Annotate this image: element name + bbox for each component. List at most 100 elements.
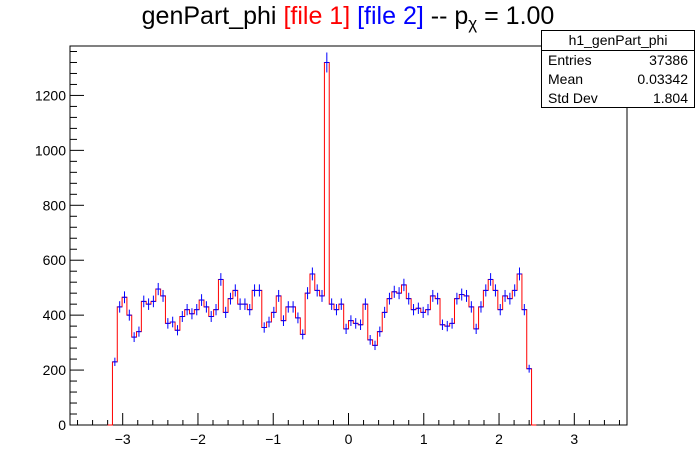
error-bar-file2 — [435, 292, 441, 305]
error-bar-file2 — [126, 309, 132, 321]
error-bar-file2 — [199, 294, 204, 306]
error-bar-file2 — [459, 288, 465, 301]
error-bar-file2 — [507, 292, 513, 305]
error-bar-file2 — [122, 291, 127, 304]
error-bar-file2 — [136, 326, 142, 337]
error-bar-file2 — [223, 306, 229, 318]
error-bar-file2 — [175, 325, 180, 336]
stats-row-mean: Mean 0.03342 — [542, 70, 694, 89]
error-bar-file2 — [387, 292, 392, 305]
error-bar-file2 — [242, 298, 248, 310]
error-bar-file2 — [160, 289, 166, 302]
stats-box: h1_genPart_phi Entries 37386 Mean 0.0334… — [541, 30, 695, 108]
error-bar-file2 — [401, 278, 407, 292]
stats-label: Entries — [548, 52, 592, 68]
error-bar-file2 — [314, 284, 320, 297]
error-bar-file2 — [521, 304, 527, 316]
x-tick-label: −3 — [115, 431, 131, 447]
stats-row-entries: Entries 37386 — [542, 51, 694, 70]
error-bar-file2 — [237, 298, 243, 310]
error-bar-file2 — [372, 340, 378, 351]
stats-label: Std Dev — [548, 90, 598, 106]
error-bar-file2 — [300, 329, 306, 340]
error-bar-file2 — [468, 301, 474, 313]
x-tick-label: 2 — [495, 431, 503, 447]
error-bar-file2 — [483, 284, 489, 297]
error-bar-file2 — [391, 285, 397, 298]
title-suffix-post: = 1.00 — [477, 2, 555, 30]
error-bar-file2 — [112, 357, 118, 366]
error-bar-file2 — [348, 315, 354, 326]
title-main: genPart_phi — [141, 2, 284, 30]
title-subscript: χ — [468, 14, 478, 33]
error-bar-file2 — [150, 295, 156, 308]
error-bar-file2 — [517, 267, 522, 281]
error-bar-file2 — [281, 315, 286, 326]
error-bar-file2 — [440, 319, 445, 331]
error-bar-file2 — [184, 304, 190, 316]
x-tick-label: −1 — [265, 431, 281, 447]
y-tick-label: 1200 — [35, 87, 66, 103]
x-tick-label: 0 — [345, 431, 353, 447]
error-bar-file2 — [165, 318, 171, 329]
error-bar-file2 — [117, 301, 123, 313]
y-tick-label: 200 — [43, 362, 67, 378]
error-bar-file2 — [367, 335, 373, 345]
error-bar-file2 — [478, 301, 484, 313]
stats-value: 0.03342 — [637, 71, 688, 87]
error-bar-file2 — [473, 323, 479, 335]
error-bar-file2 — [194, 304, 200, 316]
error-bar-file2 — [338, 298, 344, 310]
error-bar-file2 — [276, 289, 282, 302]
error-bar-file2 — [420, 306, 426, 318]
error-bar-file2 — [334, 304, 339, 316]
error-bar-file2 — [256, 284, 262, 297]
error-bar-file2 — [285, 301, 291, 313]
error-bar-file2 — [444, 320, 450, 332]
error-bar-file2 — [406, 292, 412, 305]
x-tick-label: 3 — [570, 431, 578, 447]
error-bar-file2 — [252, 284, 257, 297]
error-bar-file2 — [141, 295, 147, 308]
error-bar-file2 — [189, 308, 195, 320]
y-tick-label: 0 — [58, 417, 66, 433]
error-bar-file2 — [271, 306, 277, 318]
error-bar-file2 — [411, 304, 416, 316]
chart-title: genPart_phi [file 1] [file 2] -- pχ = 1.… — [0, 2, 696, 34]
y-tick-label: 1000 — [35, 142, 66, 158]
error-bar-file2 — [155, 282, 161, 296]
error-bar-file2 — [309, 267, 315, 281]
error-bar-file2 — [449, 318, 455, 329]
error-bar-file2 — [377, 326, 383, 337]
error-bar-file2 — [415, 302, 421, 314]
stats-value: 1.804 — [652, 90, 688, 106]
tick-labels: −3 −2 −1 0 1 2 3 0 200 400 600 800 1000 1200 — [35, 87, 579, 447]
stats-label: Mean — [548, 71, 584, 87]
error-bar-file2 — [425, 304, 431, 316]
stats-value: 37386 — [649, 52, 688, 68]
error-bar-file2 — [488, 273, 494, 286]
error-bar-file2 — [266, 316, 272, 328]
error-bar-file2 — [146, 298, 151, 310]
error-bar-file2 — [512, 284, 518, 297]
error-bar-file2 — [261, 322, 267, 333]
error-bar-file2 — [353, 318, 359, 329]
error-bar-file2 — [329, 298, 335, 310]
y-tick-label: 800 — [43, 197, 67, 213]
error-bar-file2 — [493, 284, 498, 297]
error-bar-file2 — [502, 289, 508, 302]
error-bar-file2 — [526, 364, 532, 373]
title-suffix-pre: -- p — [423, 2, 469, 30]
error-bar-file2 — [497, 304, 503, 316]
error-bar-file2 — [208, 311, 214, 322]
error-bar-file2 — [396, 287, 402, 300]
error-bar-file2 — [324, 52, 330, 73]
error-bar-file2 — [319, 289, 325, 302]
error-bar-file2 — [430, 289, 436, 302]
histogram-series — [107, 61, 537, 426]
error-bar-file2 — [464, 289, 469, 302]
error-bar-file2 — [305, 287, 310, 300]
y-tick-label: 600 — [43, 252, 67, 268]
error-bar-file2 — [218, 273, 224, 286]
error-bar-file2 — [213, 304, 219, 316]
